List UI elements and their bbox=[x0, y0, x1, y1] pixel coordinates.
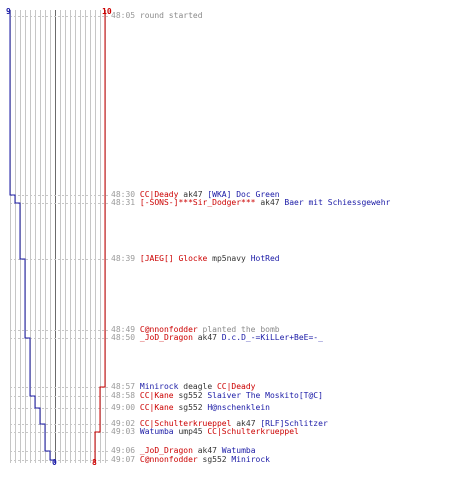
log-row: 49:02 CC|Schulterkrueppel ak47 [RLF]Schl… bbox=[111, 419, 328, 429]
player-name: D.c.D_-=KiLLer+BeE=-_ bbox=[221, 333, 323, 342]
weapon-label: ak47 bbox=[255, 198, 285, 207]
player-name: [JAEG[] Glocke bbox=[139, 254, 208, 263]
player-name: CC|Deady bbox=[216, 382, 256, 391]
log-row: 48:31 [-SONS-]***Sir_Dodger*** ak47 Baer… bbox=[111, 198, 390, 208]
weapon-label: mp5navy bbox=[207, 254, 251, 263]
weapon-label: ak47 bbox=[192, 446, 222, 455]
weapon-label: ump45 bbox=[173, 427, 208, 436]
log-row: 48:50 _JoD_Dragon ak47 D.c.D_-=KiLLer+Be… bbox=[111, 333, 323, 343]
log-time: 48:50 bbox=[111, 333, 140, 342]
player-name: Minirock bbox=[231, 455, 270, 464]
blue-end-count: 0 bbox=[52, 458, 57, 467]
log-time: 48:05 bbox=[111, 11, 140, 20]
log-time: 48:58 bbox=[111, 391, 140, 400]
player-name: [RLF]Schlitzer bbox=[260, 419, 328, 428]
weapon-label: deagle bbox=[178, 382, 217, 391]
log-row: 48:39 [JAEG[] Glocke mp5navy HotRed bbox=[111, 254, 280, 264]
weapon-label: ak47 bbox=[178, 190, 208, 199]
log-time: 48:57 bbox=[111, 382, 140, 391]
player-name: _JoD_Dragon bbox=[139, 333, 193, 342]
kill-log: 48:05 round started 48:30 CC|Deady ak47 [… bbox=[111, 10, 450, 490]
event-text: round started bbox=[139, 11, 203, 20]
player-name: CC|Deady bbox=[139, 190, 179, 199]
player-name: C@nnonfodder bbox=[139, 325, 198, 334]
log-time: 48:31 bbox=[111, 198, 140, 207]
player-name: Baer mit Schiessgewehr bbox=[284, 198, 391, 207]
log-row: 49:00 CC|Kane sg552 H@nschenklein bbox=[111, 403, 270, 413]
log-row: 49:06 _JoD_Dragon ak47 Watumba bbox=[111, 446, 256, 456]
player-name: C@nnonfodder bbox=[139, 455, 198, 464]
log-time: 49:06 bbox=[111, 446, 140, 455]
weapon-label: ak47 bbox=[231, 419, 261, 428]
log-time: 49:03 bbox=[111, 427, 140, 436]
blue-start-count: 9 bbox=[6, 7, 11, 16]
player-name: CC|Kane bbox=[139, 403, 174, 412]
player-name: CC|Schulterkrueppel bbox=[139, 419, 232, 428]
weapon-label: sg552 bbox=[197, 455, 232, 464]
log-row: 48:49 C@nnonfodder planted the bomb bbox=[111, 325, 280, 335]
red-end-count: 8 bbox=[92, 458, 97, 467]
red-team-alive-line bbox=[94, 10, 106, 463]
event-ticks bbox=[10, 16, 110, 461]
log-time: 48:30 bbox=[111, 190, 140, 199]
log-row: 48:30 CC|Deady ak47 [WKA] Doc Green bbox=[111, 190, 280, 200]
weapon-label: sg552 bbox=[173, 391, 208, 400]
player-name: CC|Kane bbox=[139, 391, 174, 400]
log-time: 48:39 bbox=[111, 254, 140, 263]
player-name: [-SONS-]***Sir_Dodger*** bbox=[139, 198, 256, 207]
player-name: _JoD_Dragon bbox=[139, 446, 193, 455]
log-row: 48:58 CC|Kane sg552 Slaiver The Moskito[… bbox=[111, 391, 323, 401]
log-time: 49:02 bbox=[111, 419, 140, 428]
weapon-label: sg552 bbox=[173, 403, 208, 412]
player-name: Slaiver The Moskito[T@C] bbox=[207, 391, 323, 400]
log-row: 48:57 Minirock deagle CC|Deady bbox=[111, 382, 256, 392]
player-name: CC|Schulterkrueppel bbox=[207, 427, 299, 436]
player-name: [WKA] Doc Green bbox=[207, 190, 280, 199]
log-row: 49:03 Watumba ump45 CC|Schulterkrueppel bbox=[111, 427, 299, 437]
log-time: 48:49 bbox=[111, 325, 140, 334]
red-start-count: 10 bbox=[102, 7, 112, 16]
log-time: 49:00 bbox=[111, 403, 140, 412]
player-name: H@nschenklein bbox=[207, 403, 270, 412]
blue-team-alive-line bbox=[9, 10, 56, 463]
player-grid bbox=[10, 10, 106, 463]
event-text: planted the bomb bbox=[197, 325, 280, 334]
log-row: 48:05 round started bbox=[111, 11, 203, 21]
player-name: HotRed bbox=[250, 254, 280, 263]
player-name: Watumba bbox=[139, 427, 174, 436]
log-row: 49:07 C@nnonfodder sg552 Minirock bbox=[111, 455, 270, 465]
player-name: Minirock bbox=[139, 382, 179, 391]
log-time: 49:07 bbox=[111, 455, 140, 464]
player-name: Watumba bbox=[221, 446, 256, 455]
weapon-label: ak47 bbox=[192, 333, 222, 342]
